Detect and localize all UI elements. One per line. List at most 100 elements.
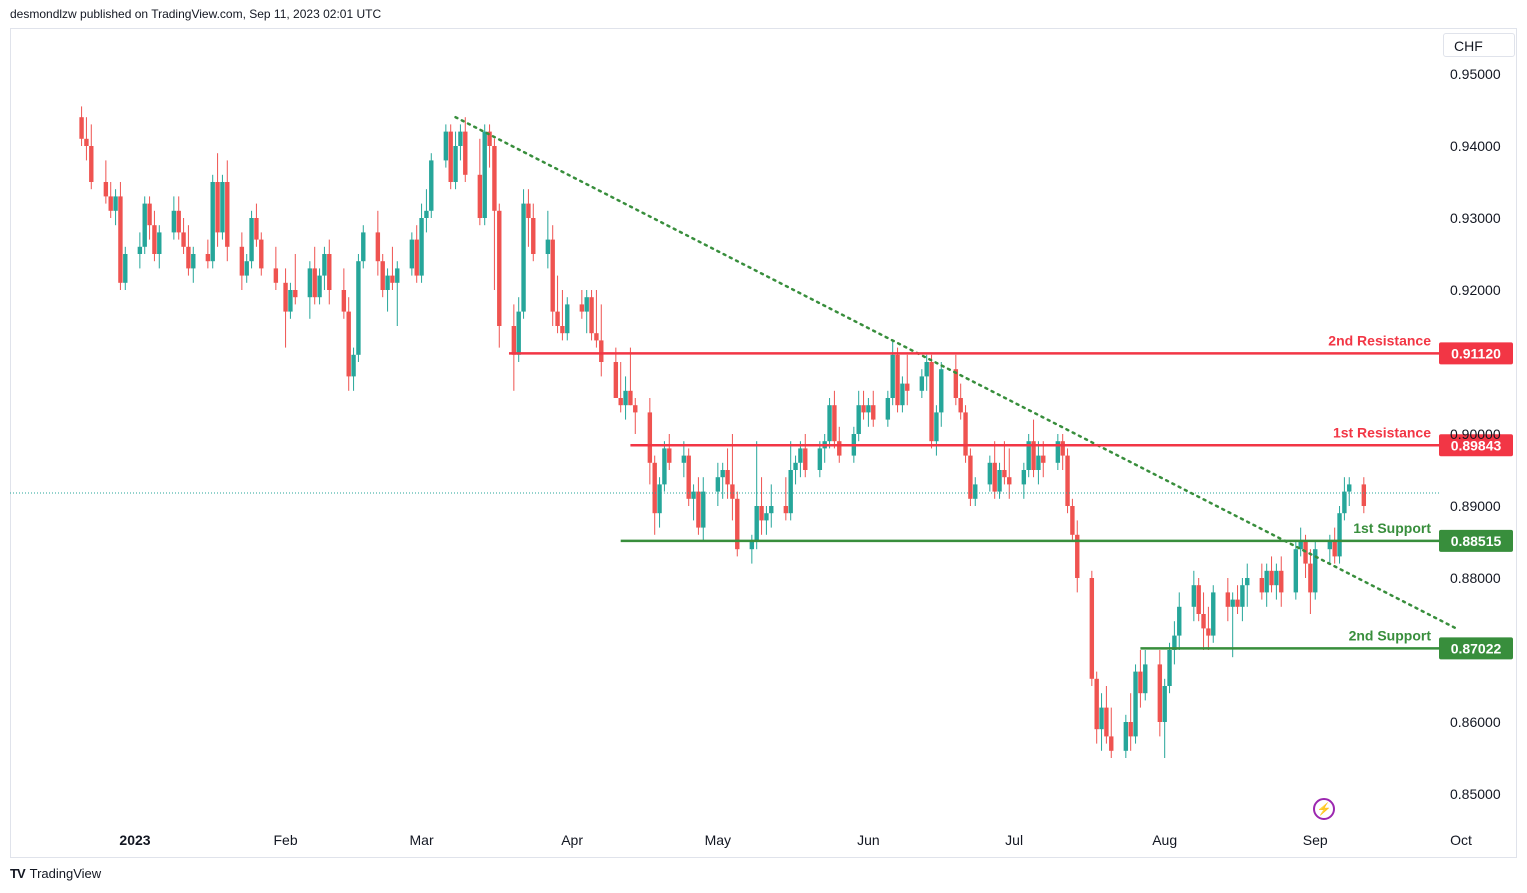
level-label: 1st Support [1353, 520, 1431, 536]
level-label: 2nd Support [1349, 627, 1432, 643]
candle [210, 174, 215, 269]
candle [545, 210, 551, 269]
candle [356, 254, 361, 362]
candle [900, 376, 905, 413]
level-1st-resistance: 1st Resistance 0.89843 [630, 424, 1513, 457]
candle [1327, 534, 1333, 564]
publisher-header: desmondlzw published on TradingView.com,… [10, 7, 382, 21]
x-tick-label: Jul [1005, 832, 1023, 848]
candle [1259, 563, 1265, 600]
candle [919, 369, 925, 398]
candle [259, 232, 264, 276]
candle [1279, 556, 1284, 607]
level-label: 2nd Resistance [1328, 332, 1431, 348]
lightning-icon[interactable]: ⚡ [1313, 798, 1335, 820]
y-tick-label: 0.95000 [1450, 66, 1501, 82]
candle [798, 441, 803, 478]
candle [511, 304, 517, 391]
candle [448, 124, 453, 190]
candle [987, 455, 993, 492]
candle [327, 239, 332, 305]
level-label: 1st Resistance [1333, 424, 1431, 440]
candle [1264, 563, 1269, 607]
candle [225, 160, 230, 262]
candle [1143, 650, 1148, 701]
candle [1172, 621, 1177, 665]
candle [1031, 419, 1036, 478]
candle [968, 448, 973, 506]
candle [730, 434, 735, 521]
candle [181, 218, 186, 254]
footer-brand: TV TradingView [10, 866, 101, 881]
candle [307, 261, 313, 319]
candle [720, 462, 725, 499]
candle [1332, 527, 1337, 564]
candle [531, 203, 536, 262]
candle [317, 268, 322, 305]
candle [691, 484, 696, 521]
candle [628, 347, 633, 406]
candle [147, 196, 152, 240]
candle [254, 203, 259, 247]
candle [1133, 664, 1138, 744]
candle [696, 477, 701, 535]
candle [516, 297, 521, 362]
y-tick-label: 0.94000 [1450, 138, 1501, 154]
candle [686, 448, 691, 506]
candle [157, 225, 162, 269]
candle [152, 210, 157, 262]
candle [885, 390, 891, 427]
level-price: 0.89843 [1451, 437, 1502, 453]
candle [594, 290, 599, 348]
candle [929, 354, 934, 449]
candle [749, 534, 755, 564]
candle [142, 196, 147, 254]
candle [463, 117, 468, 182]
candle [103, 160, 109, 204]
candle [375, 210, 381, 276]
candle [623, 376, 628, 420]
candle [1196, 578, 1201, 622]
candles-layer [79, 106, 1367, 758]
y-tick-label: 0.92000 [1450, 282, 1501, 298]
currency-label[interactable]: CHF [1443, 33, 1515, 57]
time-axis: 2023 Feb Mar Apr May Jun Jul Aug Sep Oct [119, 832, 1472, 848]
candle [754, 441, 759, 550]
candle [123, 246, 128, 290]
candle [312, 246, 317, 305]
candle [361, 225, 366, 269]
candle [560, 290, 565, 341]
candle [662, 441, 667, 492]
candle [341, 268, 347, 319]
candle [429, 153, 434, 218]
candle [482, 124, 487, 226]
candle [1099, 693, 1104, 751]
x-tick-label: May [705, 832, 731, 848]
level-1st-support: 1st Support 0.88515 [620, 520, 1513, 552]
candle [1041, 441, 1046, 478]
candle [550, 225, 555, 326]
y-tick-label: 0.88000 [1450, 570, 1501, 586]
candle [458, 124, 463, 161]
candle [1162, 678, 1167, 758]
x-tick-label: 2023 [119, 832, 150, 848]
candle [1065, 448, 1070, 514]
level-price: 0.91120 [1451, 345, 1501, 361]
candle [1201, 592, 1206, 650]
candle [769, 484, 774, 528]
candle [1055, 434, 1061, 470]
candle [244, 254, 249, 283]
x-tick-label: Apr [561, 832, 583, 848]
candle [924, 354, 929, 391]
candle [1240, 578, 1245, 622]
x-tick-label: Mar [410, 832, 434, 848]
candle [715, 462, 721, 506]
candle [793, 455, 798, 485]
chart-frame [10, 28, 1517, 858]
x-tick-label: Jun [857, 832, 880, 848]
candle [395, 261, 400, 326]
level-price: 0.87022 [1451, 640, 1502, 656]
candle [497, 203, 502, 348]
candle [1060, 434, 1065, 470]
